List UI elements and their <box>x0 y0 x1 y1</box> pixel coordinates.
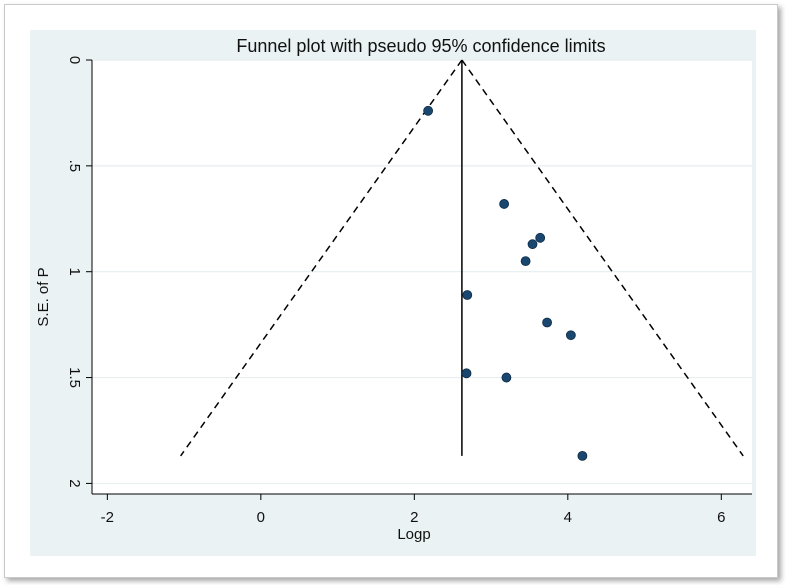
y-tick-label-4: 2 <box>66 479 83 487</box>
data-point-10 <box>577 450 588 461</box>
axes: 0 .5 1 1.5 2 -2 0 2 4 6 <box>66 56 752 526</box>
data-point-6 <box>542 317 552 328</box>
y-axis-title: S.E. of P <box>35 267 52 326</box>
upper-confidence-limit <box>461 59 744 457</box>
data-point-5 <box>462 290 473 300</box>
data-points <box>423 105 588 461</box>
y-tick-label-3: 1.5 <box>66 367 83 388</box>
lower-confidence-limit <box>180 59 463 457</box>
data-point-3 <box>527 239 538 250</box>
chart-title: Funnel plot with pseudo 95% confidence l… <box>236 36 605 56</box>
plot-area <box>92 60 752 494</box>
data-point-0 <box>423 105 434 116</box>
x-tick-label-3: 4 <box>564 509 572 526</box>
data-point-2 <box>535 232 546 243</box>
gridlines <box>92 59 752 485</box>
data-point-1 <box>499 199 510 209</box>
x-tick-label-4: 6 <box>717 509 725 526</box>
y-tick-label-0: 0 <box>66 56 83 64</box>
data-point-4 <box>520 256 531 267</box>
data-point-9 <box>501 372 512 383</box>
funnel-lines <box>180 59 744 457</box>
data-point-8 <box>461 368 472 379</box>
x-tick-label-2: 2 <box>410 509 418 526</box>
x-axis-title: Logp <box>397 526 430 543</box>
y-tick-label-2: 1 <box>66 268 83 276</box>
x-tick-label-0: -2 <box>101 509 114 526</box>
data-point-7 <box>565 330 576 341</box>
x-tick-label-1: 0 <box>257 509 265 526</box>
y-tick-label-1: .5 <box>66 160 83 173</box>
